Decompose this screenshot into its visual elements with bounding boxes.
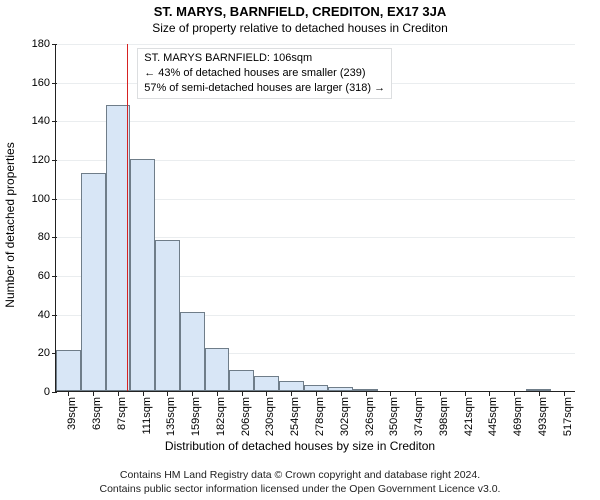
x-tick-label: 469sqm (512, 397, 524, 436)
chart-container: ST. MARYS, BARNFIELD, CREDITON, EX17 3JA… (0, 0, 600, 500)
footnote: Contains HM Land Registry data © Crown c… (0, 468, 600, 496)
x-tick-mark (291, 391, 292, 396)
x-tick-label: 111sqm (141, 397, 153, 435)
y-tick-label: 20 (38, 347, 56, 359)
x-tick-mark (316, 391, 317, 396)
footnote-line-2: Contains public sector information licen… (0, 482, 600, 496)
x-tick-mark (192, 391, 193, 396)
histogram-bar (81, 173, 106, 391)
histogram-bar (229, 370, 254, 391)
x-tick-label: 493sqm (537, 397, 549, 436)
x-tick-mark (143, 391, 144, 396)
gridline (56, 44, 575, 45)
y-tick-label: 40 (38, 309, 56, 321)
x-tick-mark (242, 391, 243, 396)
histogram-bar (130, 159, 155, 391)
x-tick-mark (118, 391, 119, 396)
x-tick-label: 182sqm (215, 397, 227, 436)
x-tick-mark (564, 391, 565, 396)
y-tick-label: 100 (32, 193, 56, 205)
x-tick-mark (93, 391, 94, 396)
histogram-bar (205, 348, 230, 391)
x-tick-mark (465, 391, 466, 396)
y-axis-label: Number of detached properties (3, 142, 17, 307)
x-axis-label: Distribution of detached houses by size … (0, 439, 600, 453)
y-tick-label: 140 (32, 115, 56, 127)
y-tick-label: 120 (32, 154, 56, 166)
x-tick-mark (341, 391, 342, 396)
y-tick-label: 80 (38, 231, 56, 243)
x-tick-label: 135sqm (165, 397, 177, 436)
x-tick-mark (167, 391, 168, 396)
x-tick-label: 39sqm (66, 397, 78, 430)
x-tick-label: 326sqm (364, 397, 376, 436)
gridline (56, 121, 575, 122)
histogram-bar (279, 381, 304, 391)
x-tick-mark (539, 391, 540, 396)
histogram-bar (155, 240, 180, 391)
x-tick-label: 302sqm (339, 397, 351, 436)
x-tick-mark (390, 391, 391, 396)
x-tick-mark (415, 391, 416, 396)
plot-area: 02040608010012014016018039sqm63sqm87sqm1… (55, 44, 575, 392)
annotation-box: ST. MARYS BARNFIELD: 106sqm← 43% of deta… (137, 48, 392, 99)
annotation-line: 57% of semi-detached houses are larger (… (144, 81, 385, 96)
x-tick-label: 159sqm (190, 397, 202, 436)
x-tick-mark (366, 391, 367, 396)
chart-subtitle: Size of property relative to detached ho… (0, 19, 600, 35)
x-tick-label: 517sqm (562, 397, 574, 436)
x-tick-label: 63sqm (91, 397, 103, 430)
x-tick-label: 350sqm (388, 397, 400, 436)
x-tick-label: 254sqm (289, 397, 301, 436)
histogram-bar (56, 350, 81, 391)
x-tick-label: 230sqm (264, 397, 276, 436)
x-tick-mark (266, 391, 267, 396)
x-tick-label: 445sqm (487, 397, 499, 436)
x-tick-mark (68, 391, 69, 396)
chart-title: ST. MARYS, BARNFIELD, CREDITON, EX17 3JA (0, 0, 600, 19)
histogram-bar (180, 312, 205, 391)
x-tick-label: 421sqm (463, 397, 475, 436)
x-tick-label: 278sqm (314, 397, 326, 436)
x-tick-label: 398sqm (438, 397, 450, 436)
y-tick-label: 60 (38, 270, 56, 282)
annotation-line: ST. MARYS BARNFIELD: 106sqm (144, 51, 385, 66)
x-tick-label: 206sqm (240, 397, 252, 436)
marker-line (127, 44, 128, 391)
x-tick-label: 87sqm (116, 397, 128, 430)
footnote-line-1: Contains HM Land Registry data © Crown c… (0, 468, 600, 482)
y-tick-label: 0 (44, 386, 56, 398)
x-tick-mark (514, 391, 515, 396)
x-tick-mark (440, 391, 441, 396)
y-tick-label: 180 (32, 38, 56, 50)
plot-outer: 02040608010012014016018039sqm63sqm87sqm1… (55, 44, 575, 392)
x-tick-mark (217, 391, 218, 396)
histogram-bar (254, 376, 279, 391)
annotation-line: ← 43% of detached houses are smaller (23… (144, 66, 385, 81)
y-tick-label: 160 (32, 77, 56, 89)
x-tick-label: 374sqm (413, 397, 425, 436)
x-tick-mark (489, 391, 490, 396)
